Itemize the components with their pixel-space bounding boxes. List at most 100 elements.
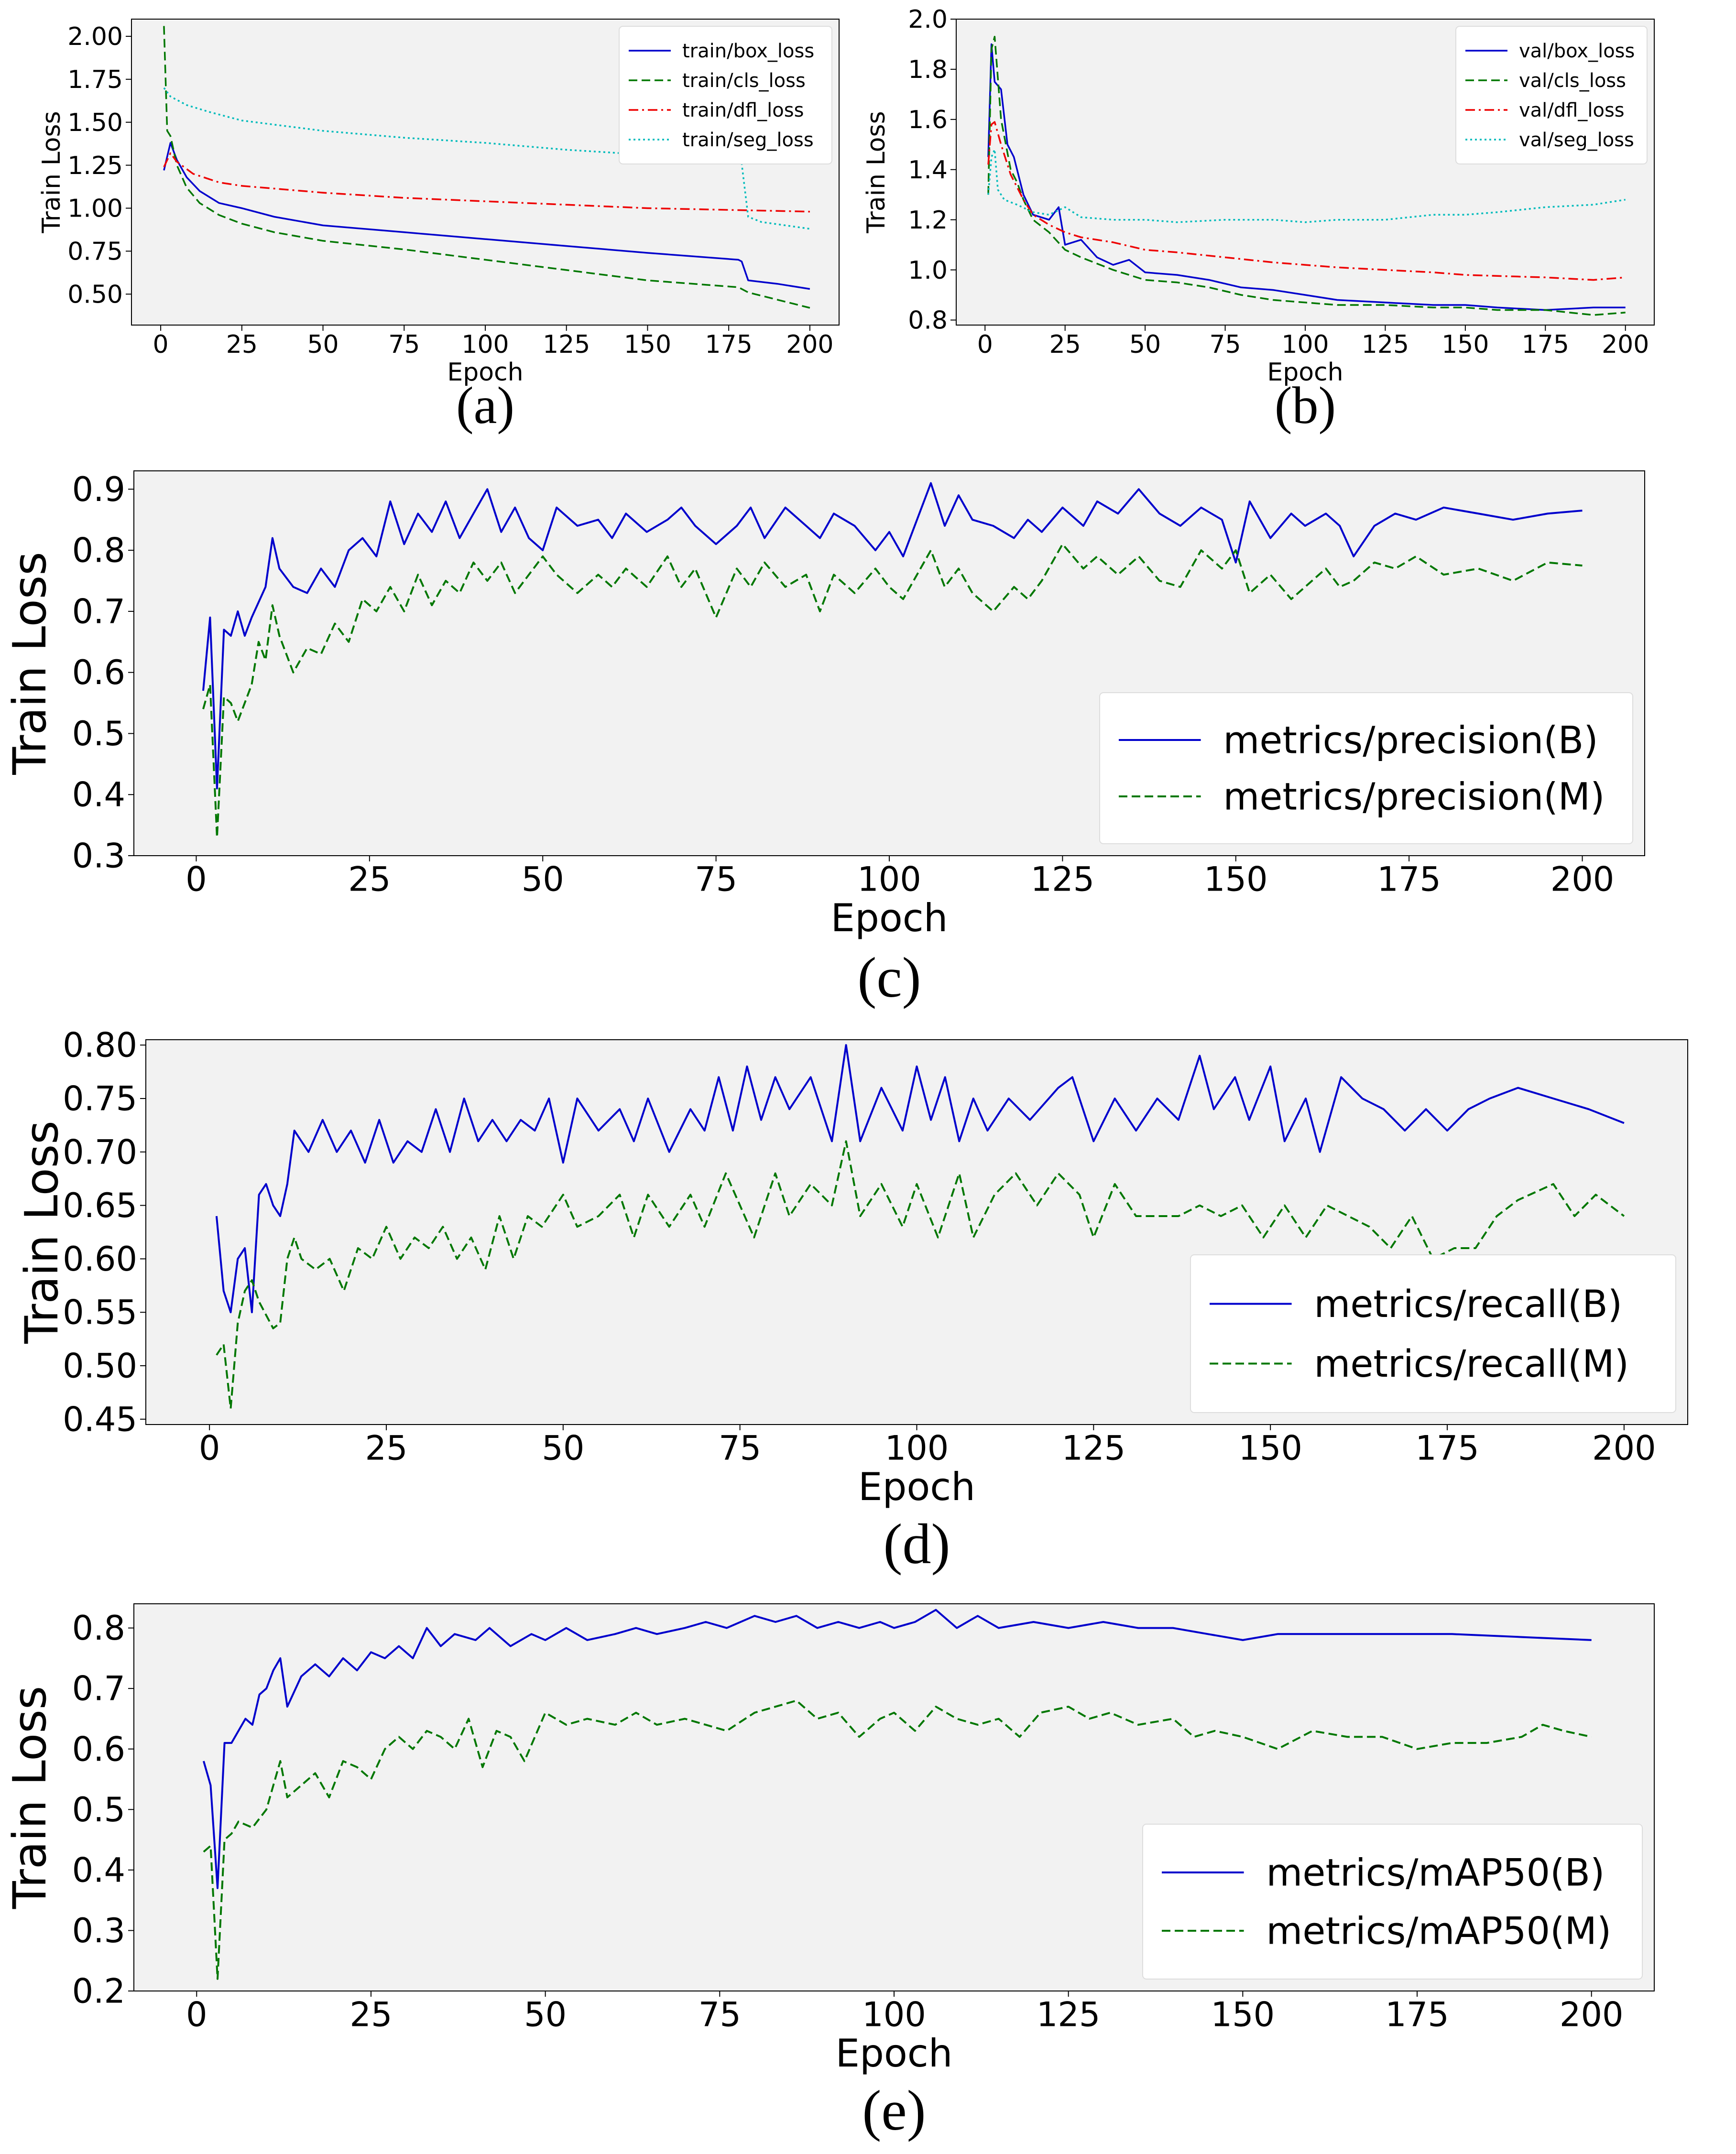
x-tick-label: 75 [699,1995,741,2034]
x-tick-label: 25 [349,1995,392,2034]
x-tick-label: 75 [1209,330,1241,359]
series-line-train-dfl-loss [163,152,810,213]
x-tick-label: 200 [1602,330,1649,359]
y-tick-label: 1.8 [908,55,948,84]
y-axis-label: Train Loss [4,552,56,775]
y-tick-label: 0.65 [63,1186,137,1225]
series-line-val-box-loss [987,43,1626,311]
x-tick-label: 25 [348,860,391,899]
x-tick-label: 175 [705,330,753,359]
x-tick-label: 25 [226,330,258,359]
panel-a: 0 25 50 75 100 125 150 175 200 0.50 0.75 1.00 1.25 1.… [37,19,840,435]
legend-entry: metrics/mAP50(M) [1266,1910,1611,1953]
x-tick-label: 100 [857,860,921,899]
y-tick-label: 0.55 [63,1293,137,1332]
x-axis-label: Epoch [447,358,523,387]
series-line-val-seg-loss [987,149,1626,223]
x-tick-label: 50 [522,860,564,899]
x-tick-label: 125 [1362,330,1409,359]
x-tick-label: 150 [1238,1429,1302,1468]
x-tick-label: 50 [1129,330,1161,359]
panel-caption: (c) [857,946,921,1009]
x-tick-label: 100 [461,330,509,359]
x-tick-label: 200 [786,330,833,359]
x-tick-label: 75 [388,330,420,359]
legend-entry: val/seg_loss [1519,129,1634,151]
series-line-train-seg-loss [163,87,810,230]
y-tick-label: 0.80 [63,1026,137,1065]
panel-caption: (a) [456,376,514,435]
x-tick-label: 50 [307,330,338,359]
legend-entry: train/dfl_loss [682,99,804,121]
y-tick-label: 1.2 [908,206,948,235]
y-tick-label: 2.0 [908,5,948,34]
panel-caption: (e) [862,2078,926,2142]
y-tick-label: 0.45 [63,1400,137,1439]
y-tick-label: 0.6 [72,653,125,692]
x-tick-label: 150 [624,330,671,359]
y-tick-label: 0.50 [63,1347,137,1386]
legend-entry: metrics/recall(M) [1314,1343,1629,1386]
y-axis-label: Train Loss [862,111,891,233]
legend-entry: metrics/precision(M) [1223,775,1605,818]
x-tick-label: 175 [1415,1429,1479,1468]
legend-entry: train/cls_loss [682,70,806,92]
y-tick-label: 0.7 [72,592,125,631]
x-tick-label: 50 [542,1429,584,1468]
legend [1099,692,1633,844]
x-tick-label: 125 [1037,1995,1101,2034]
y-tick-label: 0.8 [72,1609,125,1648]
series-line-metrics-recall-m- [216,1140,1625,1410]
x-tick-label: 125 [543,330,590,359]
y-tick-label: 2.00 [67,22,123,51]
x-axis-label: Epoch [831,896,948,940]
y-tick-label: 0.4 [72,1850,125,1890]
x-tick-label: 75 [695,860,737,899]
series-line-val-cls-loss [987,35,1626,316]
series-line-train-box-loss [163,142,810,290]
x-tick-label: 150 [1441,330,1489,359]
y-tick-label: 1.0 [908,256,948,285]
x-tick-label: 0 [186,1995,207,2034]
panel-e: 0 25 50 75 100 125 150 175 200 0.2 0.3 0.4 0.5 0.6 0.7… [4,1603,1655,2142]
x-tick-label: 175 [1377,860,1441,899]
x-tick-label: 50 [524,1995,567,2034]
x-tick-label: 175 [1522,330,1569,359]
y-tick-label: 0.5 [72,1790,125,1829]
y-tick-label: 0.8 [72,531,125,570]
y-axis-label: Train Loss [37,111,66,233]
y-tick-label: 0.9 [72,470,125,509]
panel-caption: (d) [884,1512,950,1576]
x-tick-label: 25 [1049,330,1081,359]
x-tick-label: 150 [1204,860,1268,899]
x-tick-label: 100 [862,1995,926,2034]
x-tick-label: 0 [186,860,207,899]
x-tick-label: 200 [1592,1429,1656,1468]
y-tick-label: 0.3 [72,1911,125,1950]
y-tick-label: 1.50 [67,109,123,137]
y-axis-label: Train Loss [16,1121,68,1344]
series-line-metrics-map50-b- [202,1609,1592,1889]
x-tick-label: 0 [199,1429,220,1468]
y-axis-label: Train Loss [4,1686,56,1910]
x-tick-label: 200 [1560,1995,1624,2034]
panel-d: 0 25 50 75 100 125 150 175 200 0.45 0.50 0.55 0.60 0.… [16,1026,1688,1576]
x-axis-label: Epoch [836,2031,953,2076]
x-tick-label: 125 [1062,1429,1126,1468]
y-tick-label: 1.6 [908,106,948,134]
y-tick-label: 0.60 [63,1240,137,1279]
y-tick-label: 0.6 [72,1730,125,1769]
legend-entry: metrics/mAP50(B) [1266,1851,1605,1894]
y-tick-label: 1.75 [67,65,123,94]
series-line-metrics-map50-m- [203,1699,1592,1980]
y-tick-label: 0.8 [908,306,948,335]
y-tick-label: 1.4 [908,156,948,185]
legend-entry: train/box_loss [682,40,814,62]
legend-entry: val/cls_loss [1519,70,1626,92]
series-line-train-cls-loss [163,26,810,309]
series-line-metrics-precision-m- [202,543,1583,838]
x-axis-label: Epoch [858,1465,975,1509]
legend-entry: metrics/precision(B) [1223,719,1598,762]
legend-entry: train/seg_loss [682,129,814,151]
y-tick-label: 0.4 [72,775,125,815]
